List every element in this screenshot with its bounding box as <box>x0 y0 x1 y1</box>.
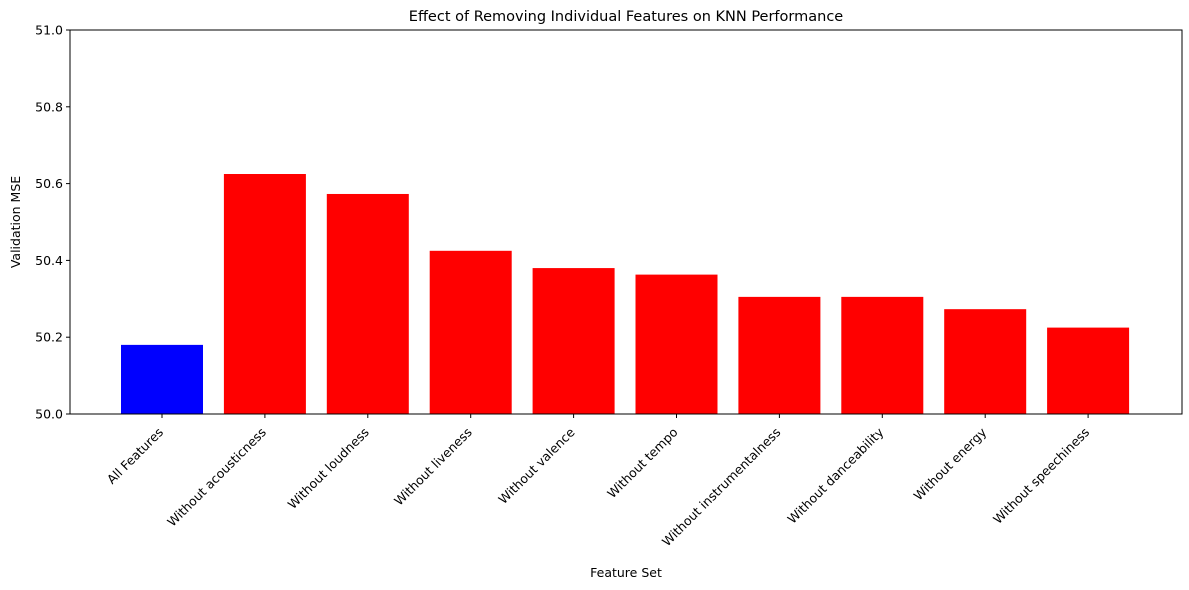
bar-6 <box>738 296 821 414</box>
x-tick-label-8: Without energy <box>911 424 990 503</box>
y-tick-label-2: 50.4 <box>35 253 63 268</box>
x-tick-label-3: Without liveness <box>391 425 475 509</box>
bar-2 <box>326 193 409 414</box>
y-axis: 50.0 50.2 50.4 50.6 50.8 51.0 <box>35 23 70 422</box>
bar-0 <box>121 344 203 414</box>
y-tick-label-0: 50.0 <box>35 407 63 422</box>
bar-1 <box>223 174 306 414</box>
y-axis-label: Validation MSE <box>8 176 23 268</box>
x-tick-label-2: Without loudness <box>285 425 372 512</box>
x-tick-label-9: Without speechiness <box>990 425 1092 527</box>
x-tick-label-1: Without acousticness <box>164 425 269 530</box>
y-tick-label-5: 51.0 <box>35 23 63 38</box>
plot-frame <box>69 29 1183 415</box>
chart-title: Effect of Removing Individual Features o… <box>409 9 844 25</box>
x-tick-label-7: Without danceability <box>784 424 886 526</box>
x-tick-label-6: Without instrumentalness <box>659 425 784 550</box>
bars-group <box>121 174 1130 414</box>
y-tick-label-4: 50.8 <box>35 99 63 114</box>
x-axis-label: Feature Set <box>590 565 662 580</box>
x-tick-label-4: Without valence <box>495 424 578 507</box>
x-tick-label-0: All Features <box>104 425 166 487</box>
x-tick-label-5: Without tempo <box>604 425 681 502</box>
bar-7 <box>841 296 924 414</box>
y-tick-label-1: 50.2 <box>35 330 63 345</box>
bar-8 <box>944 309 1027 414</box>
bar-5 <box>635 274 718 414</box>
bar-4 <box>532 268 615 414</box>
bar-9 <box>1047 327 1130 414</box>
bar-3 <box>429 250 512 414</box>
y-tick-label-3: 50.6 <box>35 176 63 191</box>
